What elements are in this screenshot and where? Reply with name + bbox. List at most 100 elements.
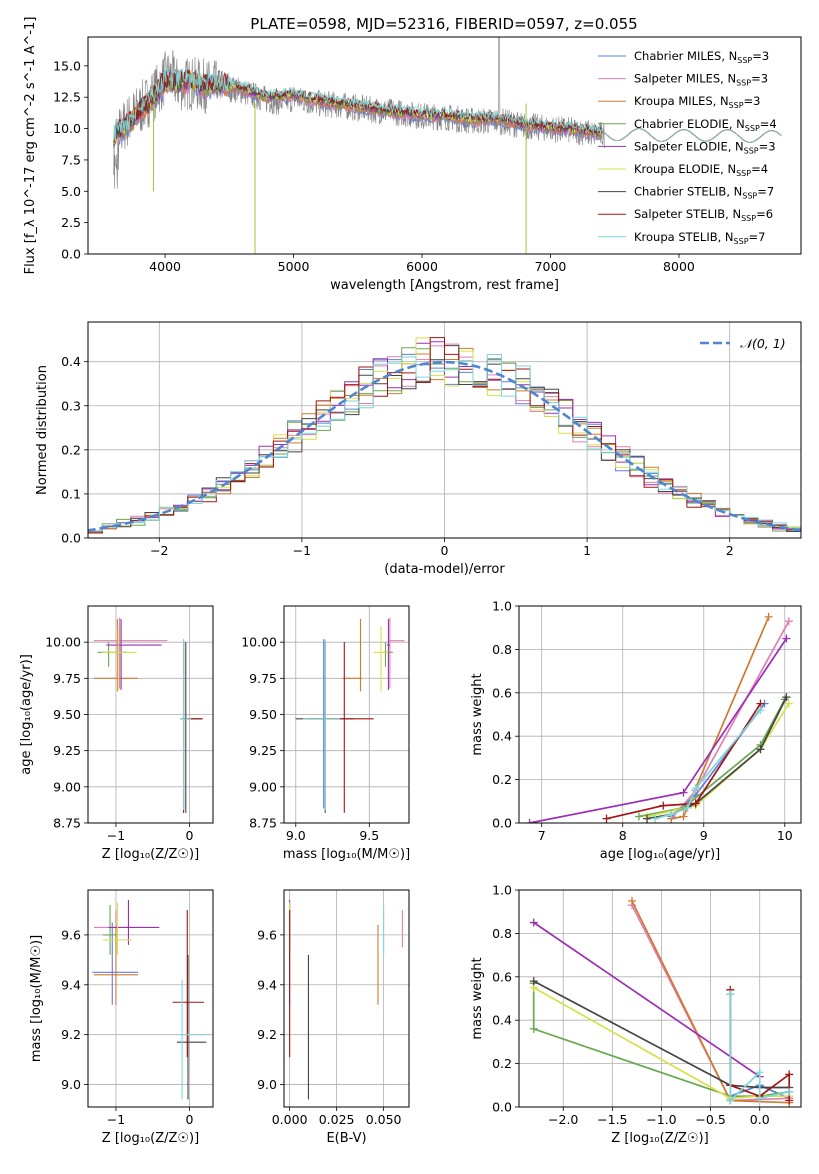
y-tick-label: 9.6 — [61, 927, 81, 942]
x-tick-label: 0 — [185, 1112, 193, 1127]
y-tick-label: 9.2 — [257, 1027, 277, 1042]
histogram-plot-area — [88, 337, 801, 536]
x-tick-label: 0.0 — [750, 1112, 770, 1127]
x-tick-label: 5000 — [278, 259, 310, 274]
mass-weight-line — [606, 703, 762, 820]
x-tick-label: −1.0 — [646, 1112, 676, 1127]
y-tick-label: 0.0 — [492, 1100, 512, 1115]
x-tick-label: 2 — [726, 543, 734, 558]
legend-label: Kroupa ELODIE, NSSP=4 — [634, 162, 768, 178]
legend-model-name: Salpeter ELODIE, N — [634, 139, 744, 153]
x-tick-label: 8000 — [663, 259, 695, 274]
legend-nssp: =7 — [749, 230, 766, 244]
x-axis-label: wavelength [Angstrom, rest frame] — [330, 278, 559, 293]
mass-weight-marker — [726, 1096, 735, 1105]
x-tick-label: 0 — [441, 543, 449, 558]
massweight-vs-age-panel: 7 8 9 10 0.0 0.2 0.4 0.6 0.8 1.0 age [log₁₀(age/yr… — [470, 599, 802, 862]
legend-label: Chabrier MILES, NSSP=3 — [634, 49, 769, 65]
legend-label: Kroupa MILES, NSSP=3 — [634, 94, 760, 110]
y-tick-label: 2.5 — [61, 215, 81, 230]
x-tick-label: 0.000 — [272, 1112, 308, 1127]
y-axis-label: Normed distribution — [35, 365, 50, 495]
mass-weight-marker — [785, 1070, 794, 1079]
mass-weight-marker — [785, 1087, 794, 1096]
spectrum-model-line — [113, 67, 782, 143]
axes-frame — [87, 889, 214, 1108]
y-tick-label: 0.0 — [61, 247, 81, 262]
x-axis-label: (data-model)/error — [384, 562, 505, 577]
x-axis-label: Z [log₁₀(Z/Z☉)] — [102, 847, 199, 862]
y-tick-label: 9.00 — [53, 779, 81, 794]
mass-vs-EBV-panel: 0.000 0.025 0.050 9.0 9.2 9.4 9.6 E(B-V) — [257, 889, 410, 1146]
mass-weight-marker — [784, 699, 793, 708]
mass-weight-marker — [667, 810, 676, 819]
axes-frame — [518, 889, 802, 1108]
spectrum-plot-area — [113, 37, 782, 254]
y-tick-label: 9.75 — [53, 671, 81, 686]
mass-vs-Z-plot-area — [92, 899, 207, 1100]
y-tick-label: 0.3 — [61, 398, 81, 413]
massweight-vs-age-plot-area — [525, 612, 793, 823]
x-axis-label: Z [log₁₀(Z/Z☉)] — [611, 1131, 708, 1146]
x-tick-label: 8 — [619, 828, 627, 843]
y-tick-label: 7.5 — [61, 152, 81, 167]
y-tick-label: 0.8 — [492, 926, 512, 941]
massweight-vs-Z-panel: −2.0 −1.5 −1.0 −0.5 0.0 0.0 0.2 0.4 0.6 0.8 1.0 Z [… — [470, 883, 802, 1146]
mass-weight-marker — [643, 814, 652, 823]
x-tick-label: −2 — [150, 543, 168, 558]
age-vs-mass-plot-area — [295, 617, 405, 813]
y-tick-label: 9.00 — [249, 779, 277, 794]
figure-title: PLATE=0598, MJD=52316, FIBERID=0597, z=0… — [250, 15, 637, 33]
mass-weight-marker — [634, 812, 643, 821]
y-tick-label: 15.0 — [53, 58, 81, 73]
y-tick-label: 9.50 — [53, 707, 81, 722]
legend-subscript: SSP — [745, 124, 760, 133]
legend-model-name: Chabrier ELODIE, N — [634, 117, 745, 131]
x-tick-label: 9.0 — [286, 828, 306, 843]
y-axis-label: mass [log₁₀(M/M☉)] — [29, 935, 44, 1062]
y-tick-label: 9.25 — [53, 743, 81, 758]
legend-nssp: =7 — [757, 185, 774, 199]
age-vs-mass-panel: 9.0 9.5 8.75 9.00 9.25 9.50 9.75 10.00 mass [log… — [241, 605, 410, 862]
mass-weight-marker — [756, 745, 765, 754]
mass-vs-EBV-plot-area — [289, 899, 403, 1100]
x-tick-label: −0.5 — [695, 1112, 725, 1127]
x-tick-label: −1 — [107, 1112, 125, 1127]
legend-subscript: SSP — [734, 237, 749, 246]
legend-subscript: SSP — [737, 56, 752, 65]
x-tick-label: 7000 — [535, 259, 567, 274]
y-tick-label: 0.2 — [61, 442, 81, 457]
x-tick-label: −2.0 — [548, 1112, 578, 1127]
y-tick-label: 9.2 — [61, 1027, 81, 1042]
mass-weight-marker — [529, 977, 538, 986]
y-tick-label: 1.0 — [492, 599, 512, 614]
y-tick-label: 1.0 — [492, 883, 512, 898]
x-tick-label: 6000 — [406, 259, 438, 274]
y-tick-label: 9.75 — [249, 671, 277, 686]
mass-weight-marker — [755, 1068, 764, 1077]
y-tick-label: 0.6 — [492, 969, 512, 984]
legend-nssp: =3 — [759, 139, 776, 153]
massweight-vs-Z-plot-area — [529, 896, 794, 1107]
y-tick-label: 0.4 — [61, 354, 81, 369]
legend-nssp: =4 — [760, 117, 777, 131]
legend-model-name: Kroupa STELIB, N — [634, 230, 734, 244]
legend-label: Chabrier ELODIE, NSSP=4 — [634, 117, 777, 133]
y-tick-label: 9.50 — [249, 707, 277, 722]
mass-vs-Z-panel: −1 0 9.0 9.2 9.4 9.6 Z [log₁₀(Z/Z☉)] mass [log₁… — [29, 889, 214, 1146]
legend-subscript: SSP — [742, 192, 757, 201]
legend-nssp: =6 — [756, 207, 773, 221]
mass-weight-line — [646, 696, 788, 820]
legend-model-name: Chabrier STELIB, N — [634, 185, 742, 199]
legend-nssp: =3 — [752, 49, 769, 63]
mass-weight-line — [670, 620, 790, 820]
axes-frame — [283, 889, 410, 1108]
legend-label: Chabrier STELIB, NSSP=7 — [634, 185, 774, 201]
x-tick-label: −1.5 — [597, 1112, 627, 1127]
y-tick-label: 9.25 — [249, 743, 277, 758]
age-vs-Z-panel: −1 0 8.75 9.00 9.25 9.50 9.75 10.00 Z [log₁₀(Z/Z… — [19, 605, 214, 862]
legend-nssp: =3 — [744, 94, 761, 108]
legend-subscript: SSP — [736, 169, 751, 178]
legend-nssp: =3 — [751, 72, 768, 86]
